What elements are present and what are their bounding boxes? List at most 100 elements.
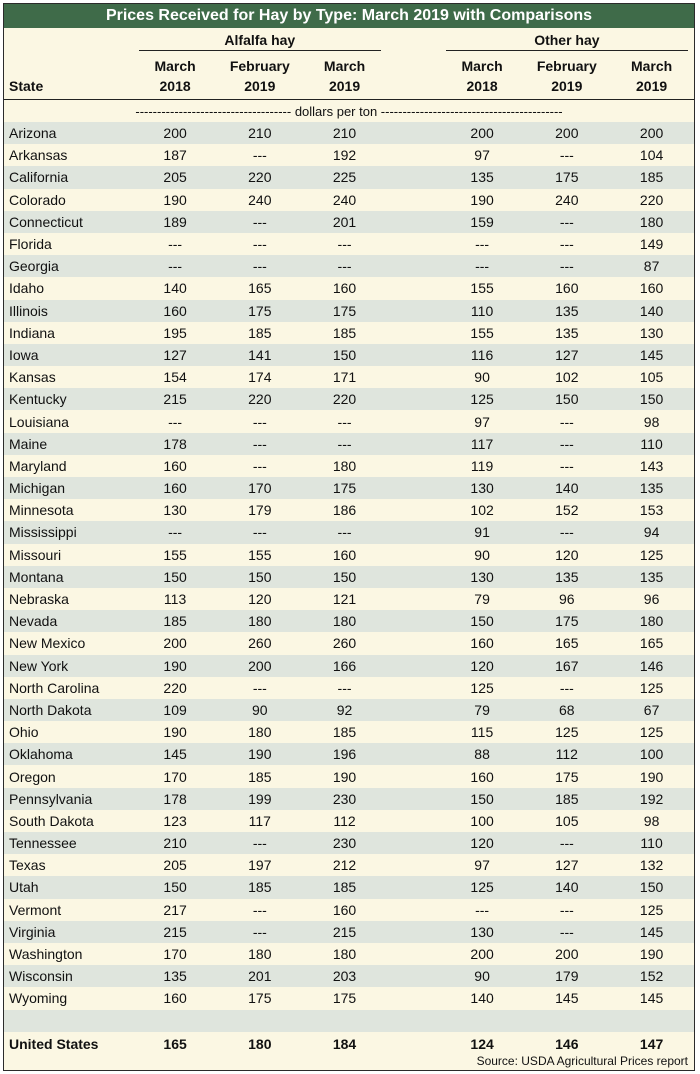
- other-group-header: Other hay: [440, 28, 694, 52]
- us-other-hay-price-cell: 124: [470, 1035, 494, 1052]
- other-hay-price-cell: 127: [555, 857, 579, 874]
- alfalfa-price-cell: 175: [332, 990, 357, 1007]
- alfalfa-price-cell: 140: [163, 280, 187, 297]
- other-hay-price-cell: 145: [609, 920, 694, 943]
- other-hay-price-cell: 90: [474, 546, 490, 563]
- alfalfa-price-cell: 160: [163, 457, 187, 474]
- state-name: Connecticut: [4, 210, 133, 233]
- alfalfa-price-cell: 200: [132, 122, 218, 145]
- alfalfa-price-cell: 160: [132, 477, 218, 500]
- state-name: Idaho: [9, 280, 45, 297]
- alfalfa-price-cell: 201: [302, 210, 387, 233]
- state-name: Florida: [9, 236, 52, 253]
- hay-price-table-panel: Prices Received for Hay by Type: March 2…: [3, 3, 695, 1071]
- other-hay-price-cell: 143: [639, 457, 664, 474]
- alfalfa-price-cell: 175: [302, 299, 387, 322]
- state-name: Oklahoma: [4, 743, 133, 766]
- alfalfa-price-cell: ---: [252, 457, 267, 474]
- alfalfa-price-cell: ---: [217, 432, 303, 455]
- header-gap: [387, 52, 440, 100]
- alfalfa-price-cell: 240: [248, 191, 272, 208]
- column-gap: [386, 477, 440, 500]
- table-row: Montana 150 150 150 130 135 135: [4, 565, 694, 588]
- other-hay-price-cell: 153: [639, 502, 664, 519]
- other-hay-price-cell: 68: [524, 698, 610, 722]
- table-row: Michigan 160 170 175 130 140 135: [4, 477, 694, 500]
- alfalfa-price-cell: 210: [302, 122, 387, 145]
- table-row: North Dakota 109 90 92 79 68 67: [4, 698, 694, 722]
- alfalfa-price-cell: 195: [163, 324, 187, 341]
- alfalfa-price-cell: 179: [248, 502, 272, 519]
- table-row: Minnesota 130 179 186 102 152 153: [4, 499, 694, 521]
- table-row: Nebraska 113 120 121 79 96 96: [4, 588, 694, 610]
- column-gap: [386, 343, 440, 367]
- column-gap: [386, 920, 440, 943]
- other-hay-price-cell: 135: [524, 299, 610, 322]
- alfalfa-price-cell: 180: [302, 610, 387, 633]
- column-gap: [387, 410, 440, 432]
- state-name: Montana: [4, 565, 133, 588]
- alfalfa-price-cell: 112: [333, 812, 356, 829]
- alfalfa-price-cell: 90: [217, 698, 303, 722]
- other-hay-price-cell: 79: [439, 698, 525, 722]
- state-name: Tennessee: [4, 832, 133, 855]
- alfalfa-price-cell: 150: [132, 876, 218, 899]
- table-row: Texas 205 197 212 97 127 132: [4, 854, 694, 876]
- alfalfa-price-cell: 145: [132, 743, 218, 766]
- other-hay-price-cell: 91: [439, 521, 525, 544]
- column-gap: [387, 899, 440, 921]
- alfalfa-price-cell: ---: [217, 521, 303, 544]
- table-row: Wisconsin 135 201 203 90 179 152: [4, 965, 694, 988]
- alfalfa-price-cell: ---: [217, 210, 303, 233]
- state-name: Georgia: [4, 255, 133, 278]
- alfalfa-price-cell: 220: [302, 388, 387, 411]
- state-name: Missouri: [9, 546, 62, 563]
- other-mar19-header: March 2019: [630, 57, 673, 94]
- column-gap: [386, 521, 440, 544]
- table-row: Vermont 217 --- 160 --- --- 125: [4, 899, 694, 921]
- other-group-label: Other hay: [445, 30, 688, 51]
- table-row: Nevada 185 180 180 150 175 180: [4, 610, 694, 633]
- other-hay-price-cell: 110: [609, 832, 694, 855]
- alfalfa-price-cell: 230: [302, 832, 387, 855]
- alfalfa-price-cell: 165: [248, 280, 272, 297]
- other-hay-price-cell: 152: [609, 965, 694, 988]
- other-hay-price-cell: 140: [470, 990, 494, 1007]
- other-hay-price-cell: 125: [639, 724, 664, 741]
- other-hay-price-cell: 145: [555, 990, 579, 1007]
- alfalfa-price-cell: 150: [132, 565, 218, 588]
- alfalfa-price-cell: 196: [302, 743, 387, 766]
- other-hay-price-cell: 159: [439, 210, 525, 233]
- alfalfa-price-cell: 141: [217, 343, 303, 367]
- table-row: New York 190 200 166 120 167 146: [4, 654, 694, 677]
- alfalfa-price-cell: 170: [163, 946, 187, 963]
- other-hay-price-cell: ---: [524, 432, 610, 455]
- alfalfa-price-cell: 171: [332, 369, 357, 386]
- column-gap: [386, 299, 440, 322]
- other-hay-price-cell: 125: [639, 901, 664, 918]
- other-hay-price-cell: 130: [439, 477, 525, 500]
- alfalfa-price-cell: 200: [163, 635, 187, 652]
- state-name: Vermont: [9, 901, 62, 918]
- alfalfa-price-cell: ---: [168, 236, 183, 253]
- alfalfa-price-cell: 190: [163, 724, 187, 741]
- other-hay-price-cell: ---: [439, 255, 525, 278]
- alfalfa-price-cell: 220: [217, 166, 303, 189]
- column-gap: [387, 810, 440, 832]
- alfalfa-price-cell: 160: [132, 299, 218, 322]
- other-hay-price-cell: ---: [559, 901, 574, 918]
- column-gap: [386, 432, 440, 455]
- us-total-row: United States 165 180 184 124 146 147: [4, 1032, 694, 1056]
- other-hay-price-cell: 240: [555, 191, 579, 208]
- table-row: Tennessee 210 --- 230 120 --- 110: [4, 832, 694, 855]
- alfalfa-price-cell: 197: [248, 857, 272, 874]
- state-name: Louisiana: [9, 413, 69, 430]
- state-column-header: State: [9, 78, 44, 94]
- column-gap: [386, 876, 440, 899]
- table-row: South Dakota 123 117 112 100 105 98: [4, 810, 694, 832]
- table-row: Ohio 190 180 185 115 125 125: [4, 721, 694, 743]
- alfalfa-price-cell: ---: [168, 413, 183, 430]
- alfalfa-price-cell: 170: [217, 477, 303, 500]
- other-hay-price-cell: 116: [439, 343, 525, 367]
- other-hay-price-cell: 104: [639, 147, 664, 164]
